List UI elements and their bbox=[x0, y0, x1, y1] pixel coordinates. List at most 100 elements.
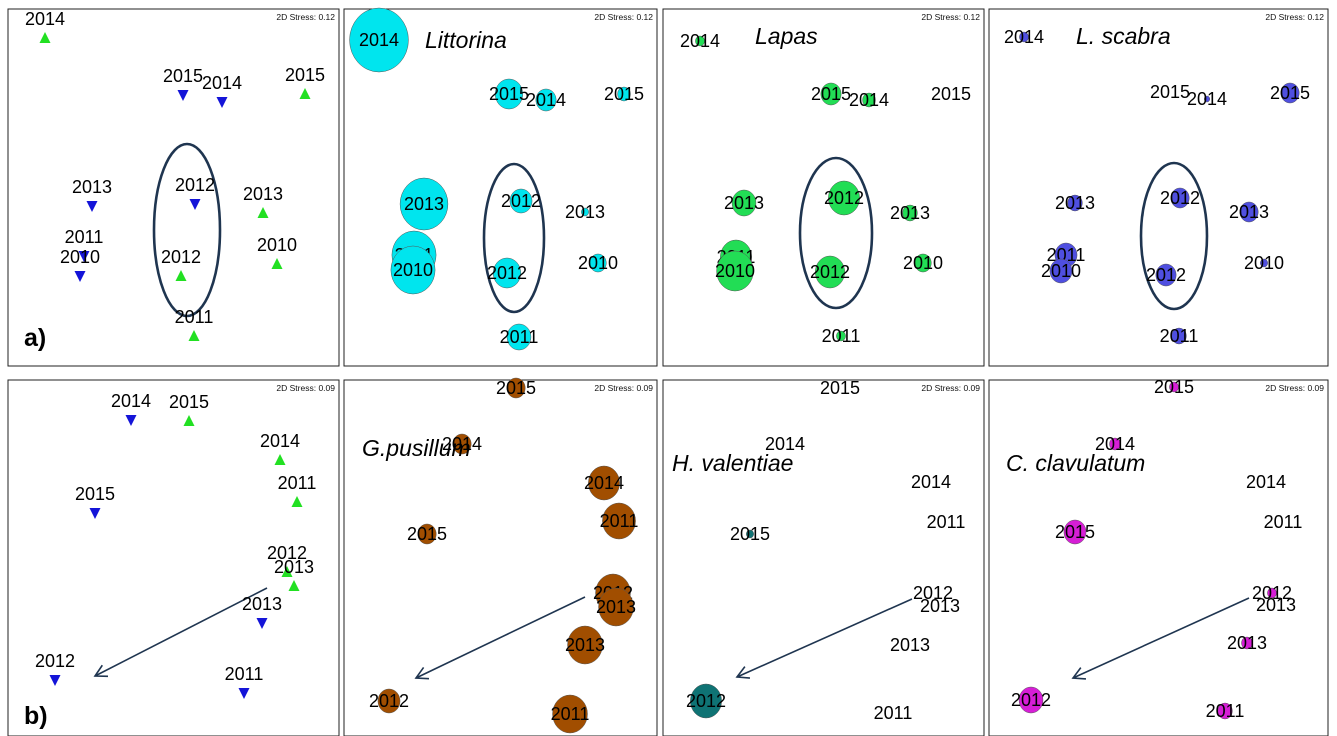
point-label: 2014 bbox=[1246, 472, 1286, 492]
abundance-bubble bbox=[862, 92, 876, 108]
blue-triangle-point bbox=[189, 199, 201, 210]
taxon-label: Lapas bbox=[755, 23, 818, 49]
green-triangle-point bbox=[39, 32, 51, 43]
row-a-letter: a) bbox=[24, 324, 46, 352]
point-label: 2013 bbox=[724, 193, 764, 213]
point-label: 2010 bbox=[903, 253, 943, 273]
point-label: 2010 bbox=[257, 235, 297, 255]
abundance-bubble bbox=[1170, 187, 1190, 209]
point-label: 2011 bbox=[600, 511, 639, 531]
abundance-bubble bbox=[1267, 587, 1277, 599]
abundance-bubble bbox=[902, 204, 918, 222]
green-triangle-point bbox=[281, 566, 293, 577]
green-triangle-point bbox=[188, 330, 200, 341]
panel-frame-a2 bbox=[343, 8, 658, 367]
stress-label: 2D Stress: 0.09 bbox=[594, 383, 653, 393]
abundance-bubble bbox=[716, 250, 754, 292]
abundance-bubble bbox=[815, 255, 845, 289]
abundance-bubble bbox=[820, 82, 842, 106]
panel-frame-b3 bbox=[662, 379, 985, 736]
point-label: 2014 bbox=[111, 391, 151, 411]
point-label: 2013 bbox=[1055, 193, 1095, 213]
point-label: 2015 bbox=[1055, 522, 1095, 542]
stress-label: 2D Stress: 0.12 bbox=[1265, 12, 1324, 22]
abundance-bubble bbox=[1063, 519, 1087, 545]
point-label: 2015 bbox=[931, 84, 971, 104]
green-triangle-point bbox=[257, 207, 269, 218]
point-label: 2013 bbox=[242, 594, 282, 614]
panel-frame-a4 bbox=[988, 8, 1329, 367]
stress-label: 2D Stress: 0.09 bbox=[1265, 383, 1324, 393]
abundance-bubble bbox=[377, 688, 401, 714]
blue-triangle-point bbox=[216, 97, 228, 108]
point-label: 2012 bbox=[824, 188, 864, 208]
point-label: 2014 bbox=[584, 473, 624, 493]
blue-triangle-point bbox=[177, 90, 189, 101]
panel-frame-a1 bbox=[7, 8, 340, 367]
point-label: 2013 bbox=[565, 202, 605, 222]
panel-frame-b1 bbox=[7, 379, 340, 736]
point-label: 2015 bbox=[730, 524, 770, 544]
abundance-bubble bbox=[506, 323, 532, 351]
point-label: 2011 bbox=[175, 307, 214, 327]
abundance-bubble bbox=[1019, 31, 1029, 43]
abundance-bubble bbox=[1280, 82, 1300, 104]
point-label: 2011 bbox=[1206, 701, 1245, 721]
point-label: 2014 bbox=[911, 472, 951, 492]
arrow-head bbox=[414, 666, 430, 680]
abundance-bubble bbox=[695, 35, 705, 47]
trajectory-arrow bbox=[736, 598, 913, 678]
trajectory-arrow bbox=[1072, 597, 1250, 679]
abundance-bubble bbox=[567, 625, 603, 665]
arrow-head bbox=[1071, 667, 1087, 680]
point-label: 2015 bbox=[285, 65, 325, 85]
panel-b2: 2D Stress: 0.09 2015 2014 2014 2011 2015 2012 2… bbox=[362, 377, 653, 734]
stress-label: 2D Stress: 0.12 bbox=[594, 12, 653, 22]
point-label: 2014 bbox=[260, 431, 300, 451]
point-label: 2013 bbox=[274, 557, 314, 577]
point-label: 2010 bbox=[1244, 253, 1284, 273]
abundance-bubble bbox=[598, 587, 634, 627]
point-label: 2013 bbox=[1256, 595, 1296, 615]
blue-triangle-point bbox=[89, 508, 101, 519]
stress-label: 2D Stress: 0.12 bbox=[921, 12, 980, 22]
point-label: 2011 bbox=[225, 664, 264, 684]
abundance-bubble bbox=[588, 465, 620, 501]
abundance-bubble bbox=[1169, 381, 1179, 393]
point-label: 2015 bbox=[820, 378, 860, 398]
point-label: 2013 bbox=[890, 203, 930, 223]
point-label: 2015 bbox=[75, 484, 115, 504]
abundance-bubble bbox=[1018, 686, 1044, 714]
point-label: 2012 bbox=[810, 262, 850, 282]
point-label: 2010 bbox=[1041, 261, 1081, 281]
group-ellipse bbox=[482, 162, 546, 314]
panel-b4: 2D Stress: 0.092015201420142011201520122… bbox=[1006, 377, 1324, 721]
stress-label: 2D Stress: 0.09 bbox=[921, 383, 980, 393]
point-label: 2014 bbox=[1187, 89, 1227, 109]
abundance-bubble bbox=[399, 177, 449, 231]
blue-triangle-point bbox=[238, 688, 250, 699]
point-label: 2013 bbox=[1227, 633, 1267, 653]
abundance-bubble bbox=[509, 188, 533, 214]
abundance-bubble bbox=[602, 502, 636, 540]
point-label: 2014 bbox=[849, 90, 889, 110]
point-label: 2012 bbox=[686, 691, 726, 711]
group-ellipse bbox=[798, 156, 874, 310]
abundance-bubble bbox=[452, 433, 472, 455]
abundance-bubble bbox=[1067, 194, 1083, 212]
abundance-bubble bbox=[581, 207, 589, 217]
green-triangle-point bbox=[299, 88, 311, 99]
abundance-bubble bbox=[1155, 263, 1177, 287]
blue-triangle-point bbox=[86, 201, 98, 212]
blue-triangle-point bbox=[78, 251, 90, 262]
point-label: 2012 bbox=[267, 543, 307, 563]
point-label: 2011 bbox=[1160, 326, 1199, 346]
taxon-label: H. valentiae bbox=[672, 450, 793, 476]
point-label: 2011 bbox=[874, 703, 913, 723]
point-label: 2015 bbox=[1270, 83, 1310, 103]
point-label: 2012 bbox=[35, 651, 75, 671]
blue-triangle-point bbox=[256, 618, 268, 629]
taxon-label: C. clavulatum bbox=[1006, 450, 1145, 476]
